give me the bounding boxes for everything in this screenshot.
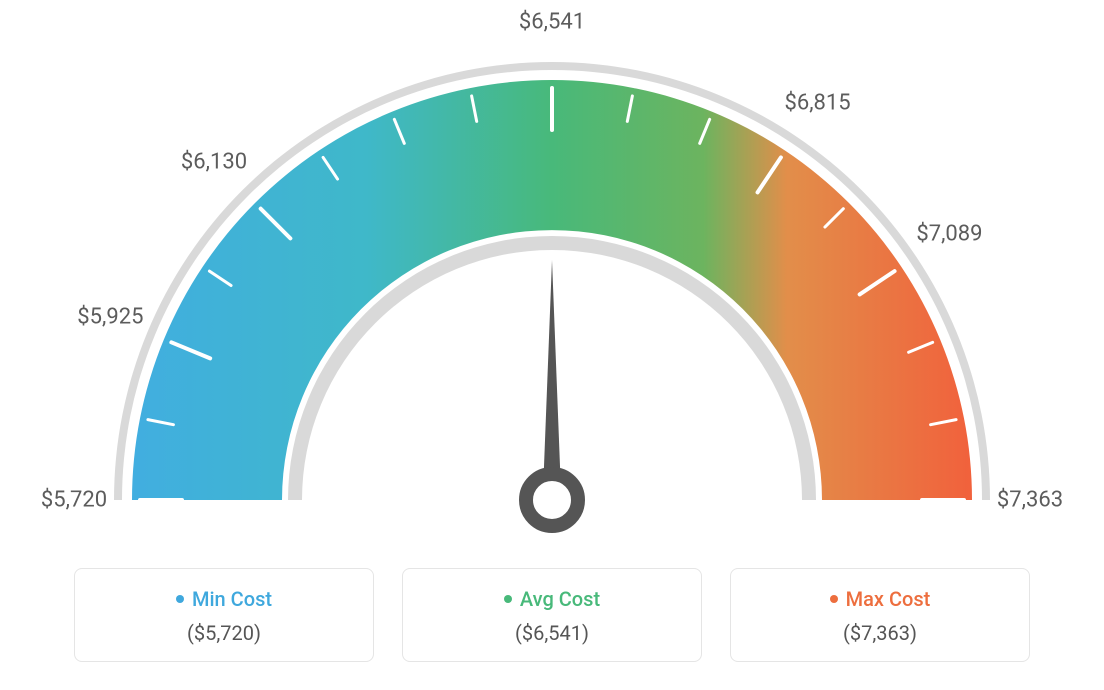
gauge-tick-label: $7,363 bbox=[997, 488, 1063, 513]
gauge-svg bbox=[0, 0, 1104, 560]
gauge-needle-hub bbox=[526, 474, 578, 526]
legend-avg-value: ($6,541) bbox=[413, 621, 691, 645]
legend-avg-label: Avg Cost bbox=[504, 587, 600, 611]
gauge: $5,720 $5,925 $6,130 $6,541 $6,815 $7,089 $7,3… bbox=[0, 0, 1104, 560]
legend-min-label: Min Cost bbox=[176, 587, 272, 611]
gauge-tick-label: $6,130 bbox=[181, 150, 247, 175]
gauge-tick-label: $6,815 bbox=[784, 90, 850, 115]
gauge-tick-label: $7,089 bbox=[916, 222, 982, 247]
gauge-tick-label: $5,720 bbox=[41, 488, 107, 513]
legend-card-avg: Avg Cost ($6,541) bbox=[402, 568, 702, 662]
legend-max-label: Max Cost bbox=[830, 587, 931, 611]
gauge-tick-label: $6,541 bbox=[519, 10, 585, 35]
legend-min-value: ($5,720) bbox=[85, 621, 363, 645]
gauge-tick-label: $5,925 bbox=[77, 305, 143, 330]
legend-card-max: Max Cost ($7,363) bbox=[730, 568, 1030, 662]
chart-container: $5,720 $5,925 $6,130 $6,541 $6,815 $7,089 $7,3… bbox=[0, 0, 1104, 690]
gauge-needle bbox=[543, 260, 561, 492]
legend-card-min: Min Cost ($5,720) bbox=[74, 568, 374, 662]
legend-max-value: ($7,363) bbox=[741, 621, 1019, 645]
legend-row: Min Cost ($5,720) Avg Cost ($6,541) Max … bbox=[0, 568, 1104, 662]
